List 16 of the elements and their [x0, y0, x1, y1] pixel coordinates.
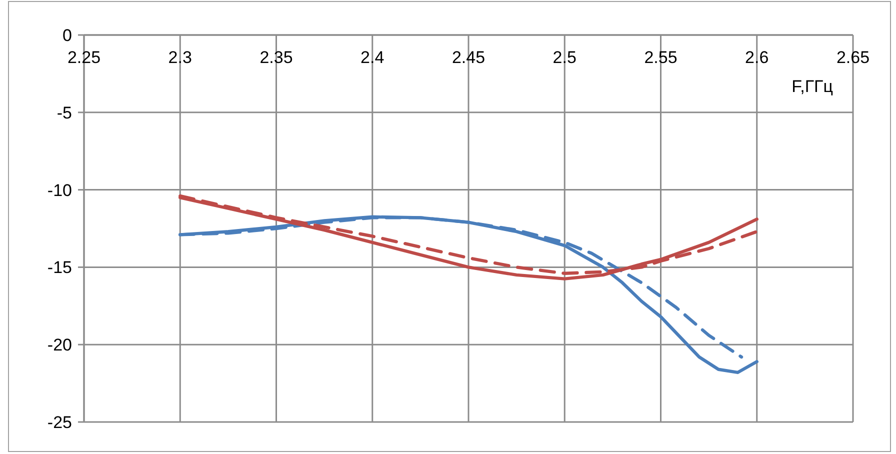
x-tick-label: 2.35: [260, 48, 293, 67]
x-tick-label: 2.3: [168, 48, 192, 67]
x-tick-label: 2.55: [644, 48, 678, 67]
x-axis-title: F,ГГц: [792, 77, 834, 96]
x-tick-label: 2.6: [745, 48, 769, 67]
y-tick-label: -10: [47, 180, 72, 200]
y-tick-label: -20: [47, 336, 72, 355]
x-tick-label: 2.4: [360, 48, 384, 67]
y-tick-label: -25: [47, 412, 72, 432]
x-tick-label: 2.65: [836, 48, 870, 67]
y-tick-label: -5: [56, 103, 72, 122]
y-tick-label: -15: [47, 258, 72, 278]
y-tick-label: 0: [62, 26, 72, 45]
x-tick-label: 2.5: [552, 48, 576, 67]
x-tick-label: 2.45: [452, 48, 486, 67]
x-tick-label: 2.25: [67, 48, 101, 67]
